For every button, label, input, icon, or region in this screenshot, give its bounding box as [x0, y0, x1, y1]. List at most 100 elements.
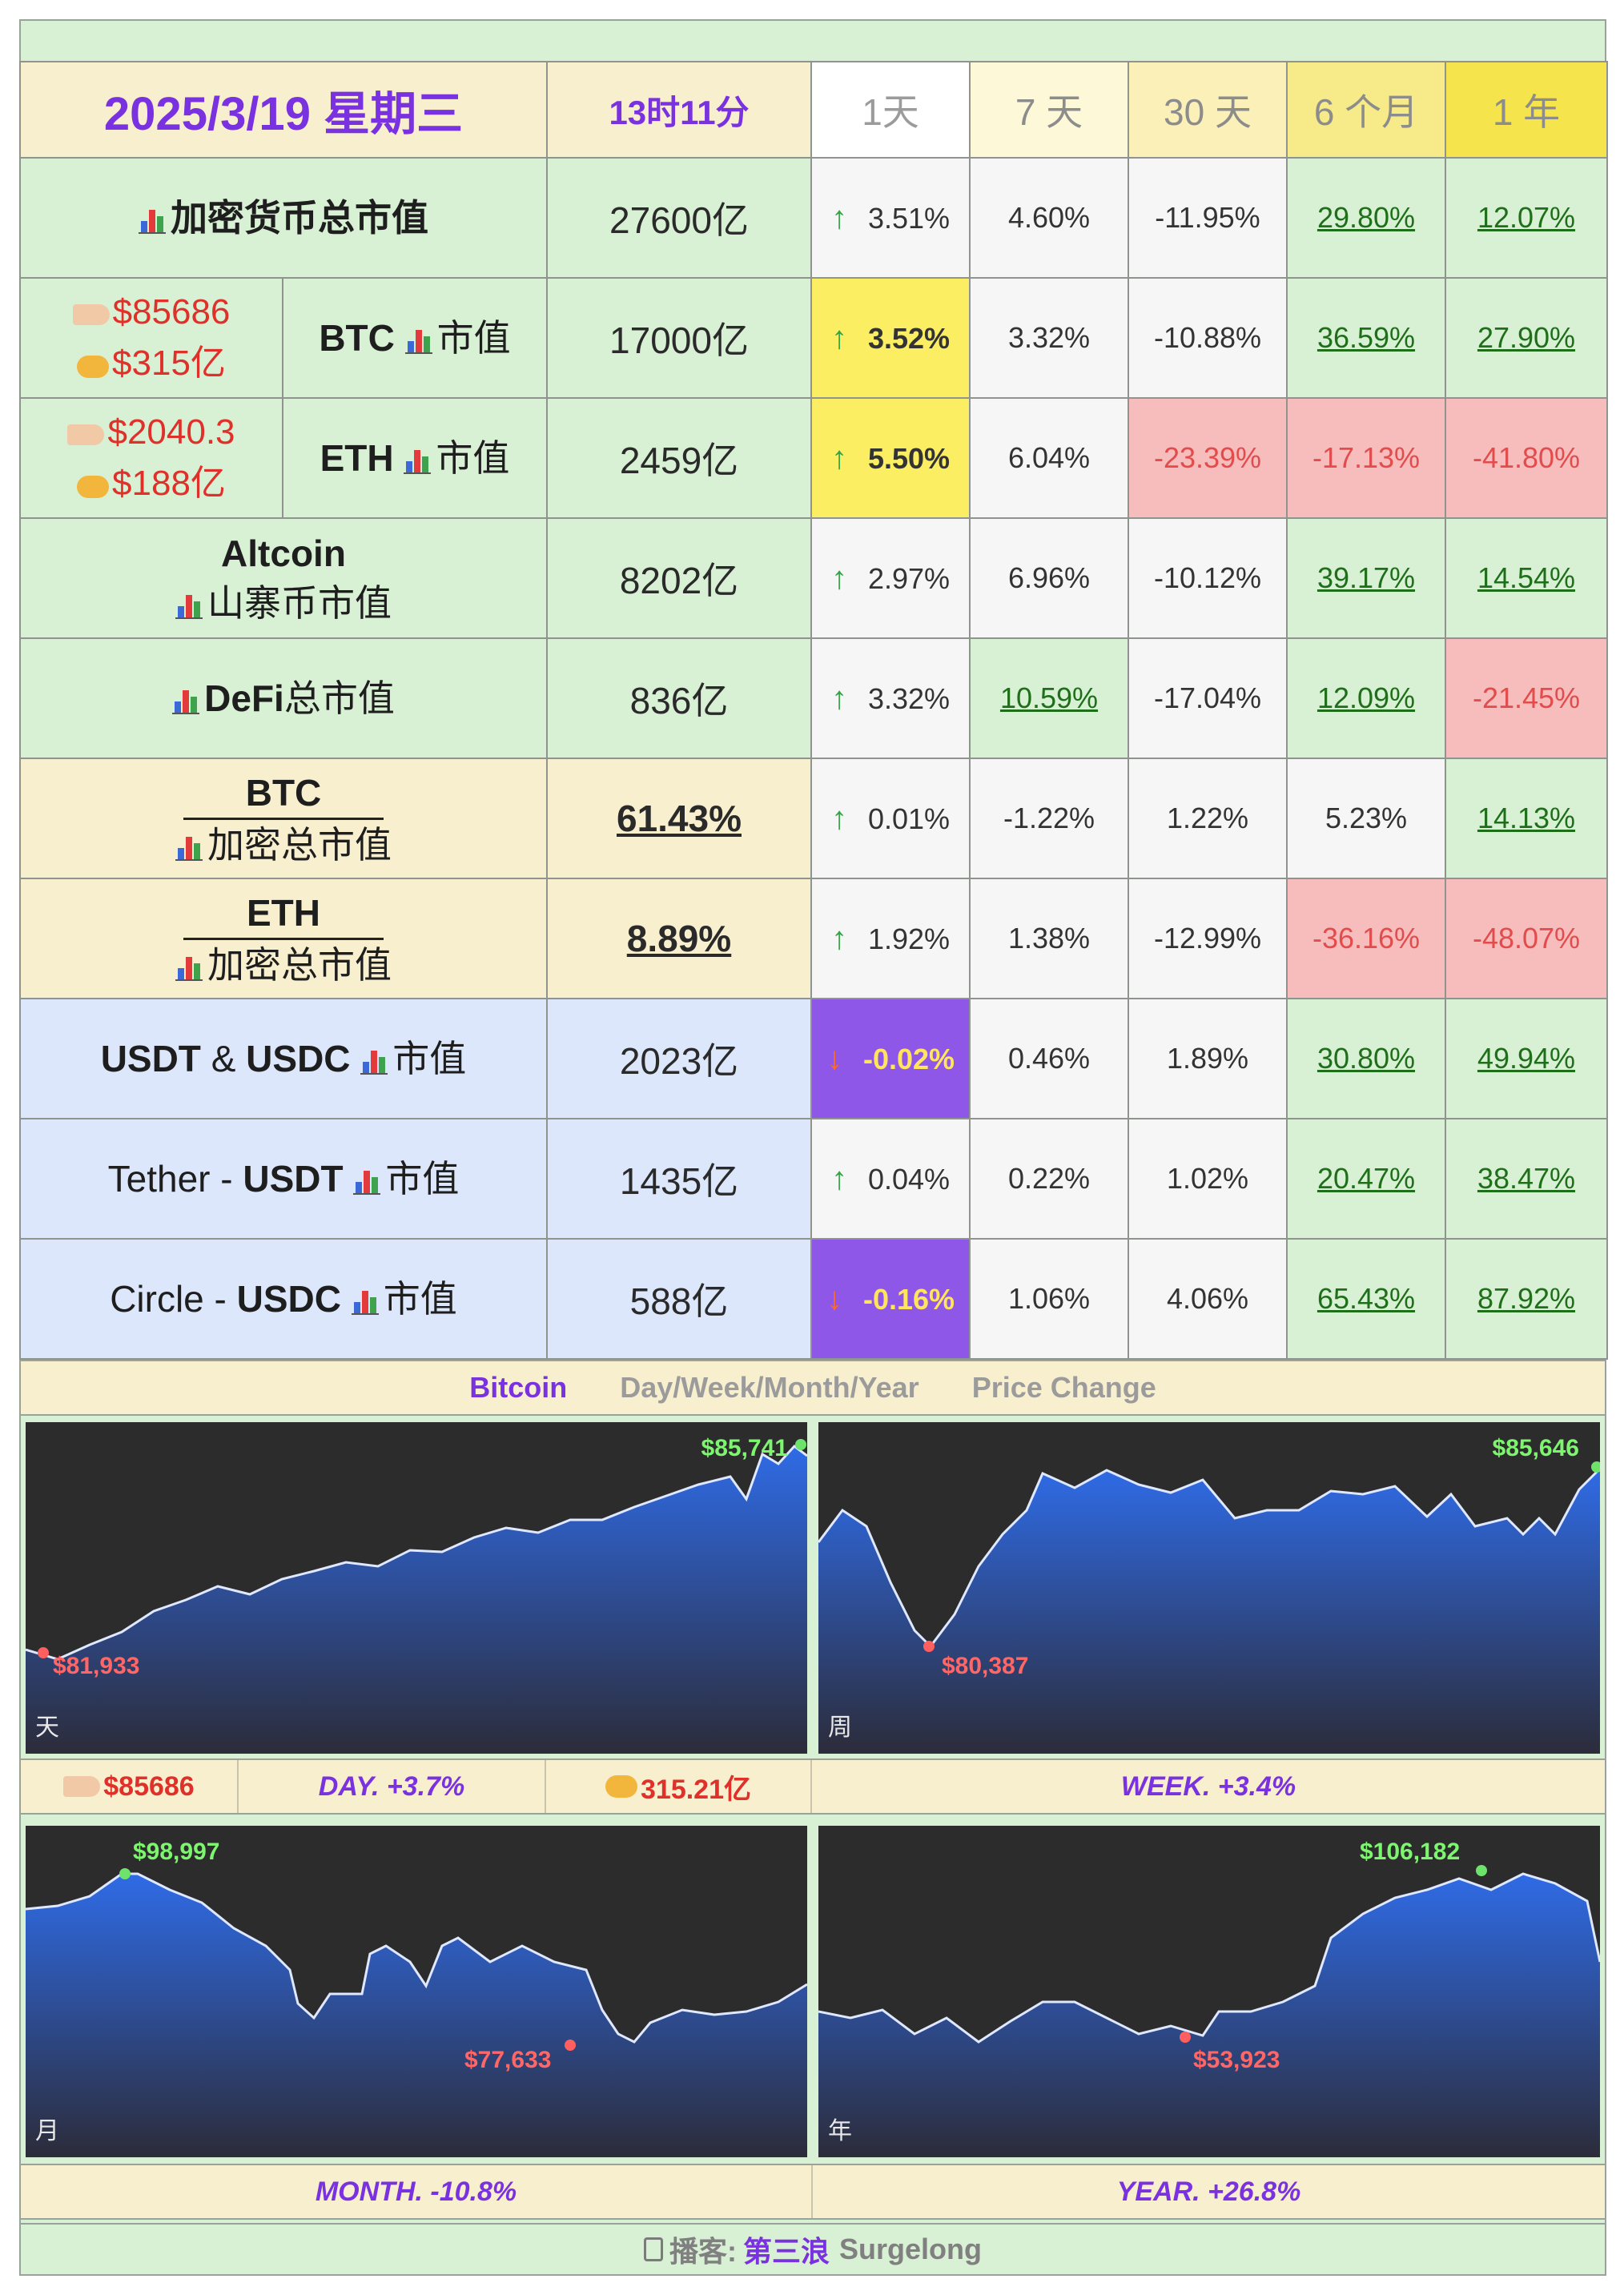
bar-chart-icon	[175, 832, 203, 861]
btc-price-cell: $85686 $315亿	[19, 277, 283, 399]
stats-volume: 315.21亿	[641, 1774, 751, 1805]
low-marker	[565, 2040, 576, 2051]
row-value: 836亿	[546, 637, 812, 759]
bar-chart-icon	[175, 590, 203, 619]
high-marker	[1591, 1461, 1600, 1473]
year-low-label: $53,923	[1193, 2047, 1280, 2073]
month-change: MONTH. -10.8%	[21, 2165, 813, 2218]
high-marker	[119, 1868, 131, 1879]
charts-title: Bitcoin Day/Week/Month/Year Price Change	[19, 1360, 1606, 1416]
eth-price: $2040.3	[107, 412, 235, 452]
month-high-label: $98,997	[133, 1839, 220, 1865]
month-low-label: $77,633	[464, 2047, 552, 2073]
row-label: Altcoin 山寨币市值	[19, 517, 548, 639]
day-chart: $85,741 $81,933 天	[26, 1422, 807, 1754]
handshake-icon	[77, 356, 110, 378]
eth-price-cell: $2040.3 $188亿	[19, 397, 283, 519]
year-corner-label: 年	[828, 2118, 852, 2144]
row-label: BTC 市值	[282, 277, 548, 399]
footer-en[interactable]: Surgelong	[839, 2233, 982, 2265]
day-chart-plot	[26, 1439, 807, 1754]
week-change: WEEK. +3.4%	[1120, 1770, 1296, 1802]
low-marker	[923, 1641, 935, 1652]
low-marker	[1180, 2032, 1191, 2043]
period-1y: 1 年	[1445, 61, 1608, 159]
year-change: YEAR. +26.8%	[1116, 2176, 1301, 2207]
up-arrow-icon: ↑	[830, 440, 847, 476]
day-low-label: $81,933	[53, 1653, 140, 1679]
low-marker	[38, 1647, 49, 1658]
row-value: 2023亿	[546, 998, 812, 1119]
row-value: 8.89%	[546, 878, 812, 999]
row-label: USDT & USDC 市值	[19, 998, 548, 1119]
row-usdc: Circle - USDC 市值 588亿 ↓ -0.16% 1.06% 4.06…	[19, 1238, 1608, 1360]
high-marker	[1476, 1865, 1487, 1876]
price-tag-icon	[72, 304, 110, 325]
month-chart-plot	[26, 1868, 807, 2157]
bar-chart-icon	[353, 1166, 381, 1195]
day-week-stats: $85686 DAY. +3.7% 315.21亿 WEEK. +3.4%	[19, 1758, 1606, 1815]
up-arrow-icon: ↑	[830, 320, 847, 356]
bar-chart-icon	[360, 1046, 388, 1075]
up-arrow-icon: ↑	[830, 680, 847, 716]
stats-price: $85686	[103, 1770, 195, 1802]
btc-volume: $315亿	[112, 344, 226, 383]
price-tag-icon	[63, 1776, 101, 1797]
row-value: 17000亿	[546, 277, 812, 399]
market-table: 2025/3/19 星期三 13时11分 1天 7 天 30 天 6 个月 1 …	[19, 61, 1608, 1360]
row-label: ETH 市值	[282, 397, 548, 519]
row-label: ETH 加密总市值	[19, 878, 548, 999]
up-arrow-icon: ↑	[830, 199, 847, 235]
up-arrow-icon: ↑	[830, 1160, 847, 1196]
period-30d: 30 天	[1128, 61, 1288, 159]
row-label: Circle - USDC 市值	[19, 1238, 548, 1360]
price-tag-icon	[67, 424, 105, 445]
year-chart-plot	[818, 1865, 1600, 2157]
year-chart: $106,182 $53,923 年	[818, 1826, 1600, 2157]
row-eth: $2040.3 $188亿 ETH 市值 2459亿 ↑ 5.50% 6.04% …	[19, 397, 1608, 519]
bar-chart-icon	[139, 205, 166, 234]
bar-chart-icon	[351, 1286, 379, 1315]
up-arrow-icon: ↑	[830, 920, 847, 956]
day-high-label: $85,741	[701, 1435, 788, 1461]
period-6m: 6 个月	[1286, 61, 1446, 159]
podcast-icon	[643, 2237, 663, 2261]
row-value: 588亿	[546, 1238, 812, 1360]
eth-volume: $188亿	[112, 464, 226, 503]
handshake-icon	[605, 1775, 637, 1798]
month-corner-label: 月	[35, 2118, 59, 2144]
week-low-label: $80,387	[942, 1653, 1029, 1679]
row-btc-dominance: BTC 加密总市值 61.43% ↑ 0.01% -1.22% 1.22% 5.2…	[19, 758, 1608, 879]
year-high-label: $106,182	[1360, 1839, 1461, 1865]
row-label: DeFi总市值	[19, 637, 548, 759]
row-value: 61.43%	[546, 758, 812, 879]
bar-chart-icon	[175, 952, 203, 981]
bar-chart-icon	[172, 685, 200, 714]
time-cell: 13时11分	[546, 61, 812, 159]
row-label: Tether - USDT 市值	[19, 1118, 548, 1240]
up-arrow-icon: ↑	[830, 560, 847, 596]
row-value: 1435亿	[546, 1118, 812, 1240]
btc-price: $85686	[112, 292, 231, 332]
row-defi: DeFi总市值 836亿 ↑ 3.32% 10.59% -17.04% 12.09…	[19, 637, 1608, 759]
period-1d: 1天	[810, 61, 971, 159]
month-chart: $98,997 $77,633 月	[26, 1826, 807, 2157]
row-value: 2459亿	[546, 397, 812, 519]
row-total: 加密货币总市值 27600亿 ↑ 3.51% 4.60% -11.95% 29.8…	[19, 157, 1608, 279]
row-label: BTC 加密总市值	[19, 758, 548, 879]
period-7d: 7 天	[969, 61, 1129, 159]
day-change: DAY. +3.7%	[239, 1760, 546, 1813]
week-chart: $85,646 $80,387 周	[818, 1422, 1600, 1754]
up-arrow-icon: ↑	[830, 800, 847, 836]
bar-chart-icon	[404, 325, 432, 354]
footer-name[interactable]: 第三浪	[742, 2235, 830, 2268]
row-btc: $85686 $315亿 BTC 市值 17000亿 ↑ 3.52% 3.32% …	[19, 277, 1608, 399]
row-value: 8202亿	[546, 517, 812, 639]
row-altcoin: Altcoin 山寨币市值 8202亿 ↑ 2.97% 6.96% -10.12%…	[19, 517, 1608, 639]
month-year-stats: MONTH. -10.8% YEAR. +26.8%	[19, 2164, 1606, 2220]
day-corner-label: 天	[35, 1714, 59, 1741]
week-corner-label: 周	[828, 1714, 852, 1741]
week-chart-plot	[818, 1461, 1600, 1754]
down-arrow-icon: ↓	[826, 1040, 842, 1076]
week-high-label: $85,646	[1492, 1435, 1579, 1461]
